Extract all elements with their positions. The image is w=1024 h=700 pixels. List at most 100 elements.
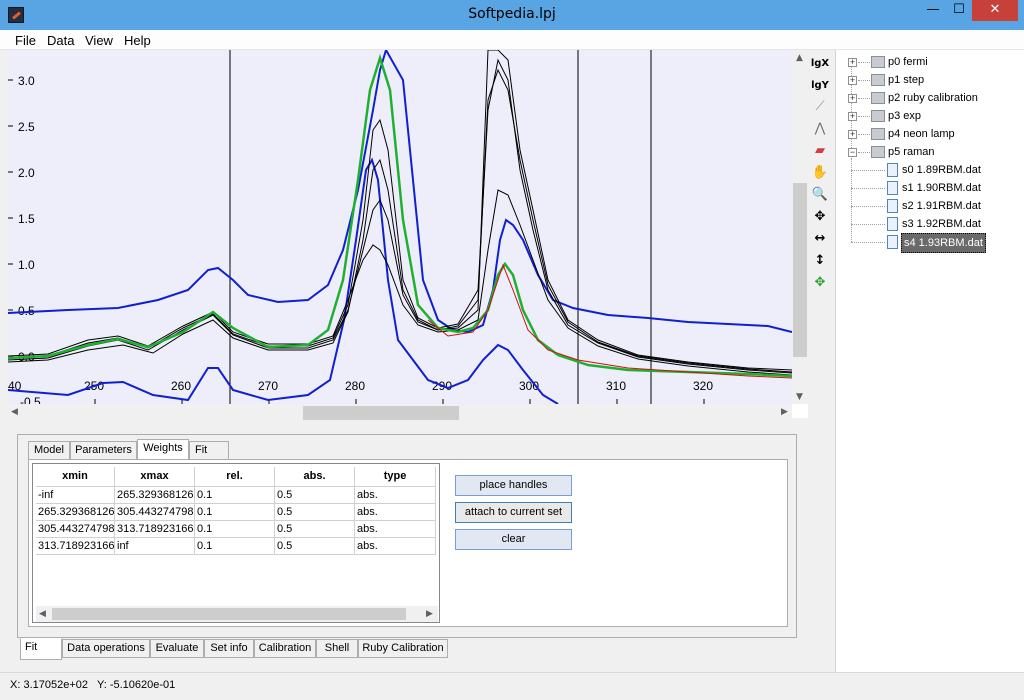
tree-item-p3[interactable]: + p3 exp <box>846 107 996 125</box>
table-cell[interactable]: abs. <box>355 538 436 555</box>
tree-item-label: s1 1.90RBM.dat <box>902 182 981 194</box>
zoom-icon[interactable]: 🔍 <box>811 187 829 202</box>
tree-item-label: p5 raman <box>888 146 935 158</box>
y-tick-label: 3.0 <box>18 74 35 88</box>
tab-weights[interactable]: Weights <box>137 439 189 460</box>
table-cell[interactable]: abs. <box>355 487 436 504</box>
table-scroll-thumb[interactable] <box>52 608 406 620</box>
table-cell[interactable]: 0.5 <box>275 521 355 538</box>
column-header-rel[interactable]: rel. <box>195 467 275 487</box>
table-cell[interactable]: 0.1 <box>195 538 275 555</box>
table-cell[interactable]: 265.329368126 <box>115 487 195 504</box>
expand-icon[interactable]: + <box>848 57 857 67</box>
table-cell[interactable]: 0.1 <box>195 521 275 538</box>
bottom-tab-data-operations[interactable]: Data operations <box>62 639 150 658</box>
x-tick-label: 260 <box>171 379 191 393</box>
eraser-icon[interactable]: ▰ <box>815 143 825 158</box>
file-icon <box>887 181 898 195</box>
close-button[interactable]: ✕ <box>972 0 1018 21</box>
bottom-tab-shell[interactable]: Shell <box>316 639 358 658</box>
table-cell[interactable]: 0.1 <box>195 504 275 521</box>
tree-item-p1[interactable]: + p1 step <box>846 71 996 89</box>
table-cell[interactable]: 0.5 <box>275 538 355 555</box>
y-tick-label: 1.5 <box>18 212 35 226</box>
column-header-xmax[interactable]: xmax <box>115 467 195 487</box>
log-x-button[interactable]: lgX <box>810 58 830 69</box>
menu-view[interactable]: View <box>85 33 113 48</box>
scroll-right-icon[interactable]: ▶ <box>781 407 788 417</box>
column-header-abs[interactable]: abs. <box>275 467 355 487</box>
table-cell[interactable]: 0.5 <box>275 504 355 521</box>
horizontal-move-icon[interactable]: ↔ <box>814 231 826 246</box>
x-tick-label: 320 <box>693 379 713 393</box>
file-icon <box>887 163 898 177</box>
bottom-tab-set-info[interactable]: Set info <box>204 639 254 658</box>
expand-icon[interactable]: + <box>848 75 857 85</box>
x-tick-label: 270 <box>258 379 278 393</box>
expand-icon[interactable]: + <box>848 129 857 139</box>
pan-icon[interactable]: ✥ <box>814 275 826 290</box>
hand-icon[interactable]: ✋ <box>811 165 829 180</box>
table-cell[interactable]: 313.718923166 <box>36 538 115 555</box>
table-cell[interactable]: -inf <box>36 487 115 504</box>
plot-vertical-scroll-thumb[interactable] <box>793 183 807 357</box>
tree-child-s2[interactable]: s2 1.91RBM.dat <box>851 197 1001 215</box>
move-icon[interactable]: ✥ <box>814 209 826 224</box>
tree-child-s4[interactable]: s4 1.93RBM.dat <box>851 233 1001 253</box>
log-y-button[interactable]: lgY <box>811 80 829 91</box>
bottom-tab-fit[interactable]: Fit <box>20 638 62 660</box>
clear-button[interactable]: clear <box>455 529 572 550</box>
tree-item-label-selected: s4 1.93RBM.dat <box>901 233 986 253</box>
place-handles-button[interactable]: place handles <box>455 475 572 496</box>
tree-child-s1[interactable]: s1 1.90RBM.dat <box>851 179 1001 197</box>
vertical-move-icon[interactable]: ↕ <box>814 253 826 268</box>
tree-item-p0[interactable]: + p0 fermi <box>846 53 996 71</box>
tab-model[interactable]: Model <box>28 441 70 460</box>
bottom-tab-ruby-calibration[interactable]: Ruby Calibration <box>358 639 448 658</box>
tree-item-p2[interactable]: + p2 ruby calibration <box>846 89 1006 107</box>
peak-icon[interactable]: ⋀ <box>814 121 826 136</box>
tree-child-s0[interactable]: s0 1.89RBM.dat <box>851 161 1001 179</box>
table-cell[interactable]: 0.5 <box>275 487 355 504</box>
menu-help[interactable]: Help <box>124 33 151 48</box>
table-cell[interactable]: 0.1 <box>195 487 275 504</box>
collapse-icon[interactable]: − <box>848 147 857 157</box>
tree-item-p4[interactable]: + p4 neon lamp <box>846 125 996 143</box>
bottom-tab-calibration[interactable]: Calibration <box>254 639 316 658</box>
bottom-tab-evaluate[interactable]: Evaluate <box>150 639 204 658</box>
expand-icon[interactable]: + <box>848 111 857 121</box>
table-cell[interactable]: inf <box>115 538 195 555</box>
table-cell[interactable]: 265.329368126 <box>36 504 115 521</box>
table-cell[interactable]: 313.718923166 <box>115 521 195 538</box>
column-header-type[interactable]: type <box>355 467 436 487</box>
expand-icon[interactable]: + <box>848 93 857 103</box>
plot-horizontal-scroll-thumb[interactable] <box>303 406 459 420</box>
scroll-down-icon[interactable]: ▼ <box>796 392 803 402</box>
plot-area[interactable]: 3.0 2.5 2.0 1.5 1.0 0.5 0.0 -0.5 40 250 … <box>8 50 808 418</box>
table-cell[interactable]: 305.443274798 <box>36 521 115 538</box>
table-cell[interactable]: abs. <box>355 521 436 538</box>
menu-data[interactable]: Data <box>47 33 75 48</box>
scroll-left-icon[interactable]: ◀ <box>39 609 46 619</box>
tab-parameters[interactable]: Parameters <box>70 441 137 460</box>
scroll-left-icon[interactable]: ◀ <box>11 407 18 417</box>
minimize-button[interactable]: — <box>926 2 940 17</box>
table-cell[interactable]: 305.443274798 <box>115 504 195 521</box>
tree-child-s3[interactable]: s3 1.92RBM.dat <box>851 215 1001 233</box>
menu-file[interactable]: File <box>15 33 36 48</box>
scroll-right-icon[interactable]: ▶ <box>426 609 433 619</box>
maximize-button[interactable]: ☐ <box>953 2 965 17</box>
tab-fit[interactable]: Fit <box>189 441 229 460</box>
attach-to-current-set-button[interactable]: attach to current set <box>455 502 572 523</box>
spectrum-plot[interactable]: 3.0 2.5 2.0 1.5 1.0 0.5 0.0 -0.5 40 250 … <box>8 50 792 404</box>
weights-table[interactable] <box>32 463 440 623</box>
tree-item-label: s3 1.92RBM.dat <box>902 218 981 230</box>
line-tool-icon[interactable]: ⟋ <box>815 99 825 114</box>
app-icon <box>8 7 24 23</box>
scroll-up-icon[interactable]: ▲ <box>796 53 803 63</box>
status-x-coordinate: X: 3.17052e+02 <box>10 679 88 691</box>
column-header-xmin[interactable]: xmin <box>36 467 115 487</box>
table-cell[interactable]: abs. <box>355 504 436 521</box>
tree-item-label: p1 step <box>888 74 925 86</box>
tree-item-p5[interactable]: − p5 raman <box>846 143 996 161</box>
